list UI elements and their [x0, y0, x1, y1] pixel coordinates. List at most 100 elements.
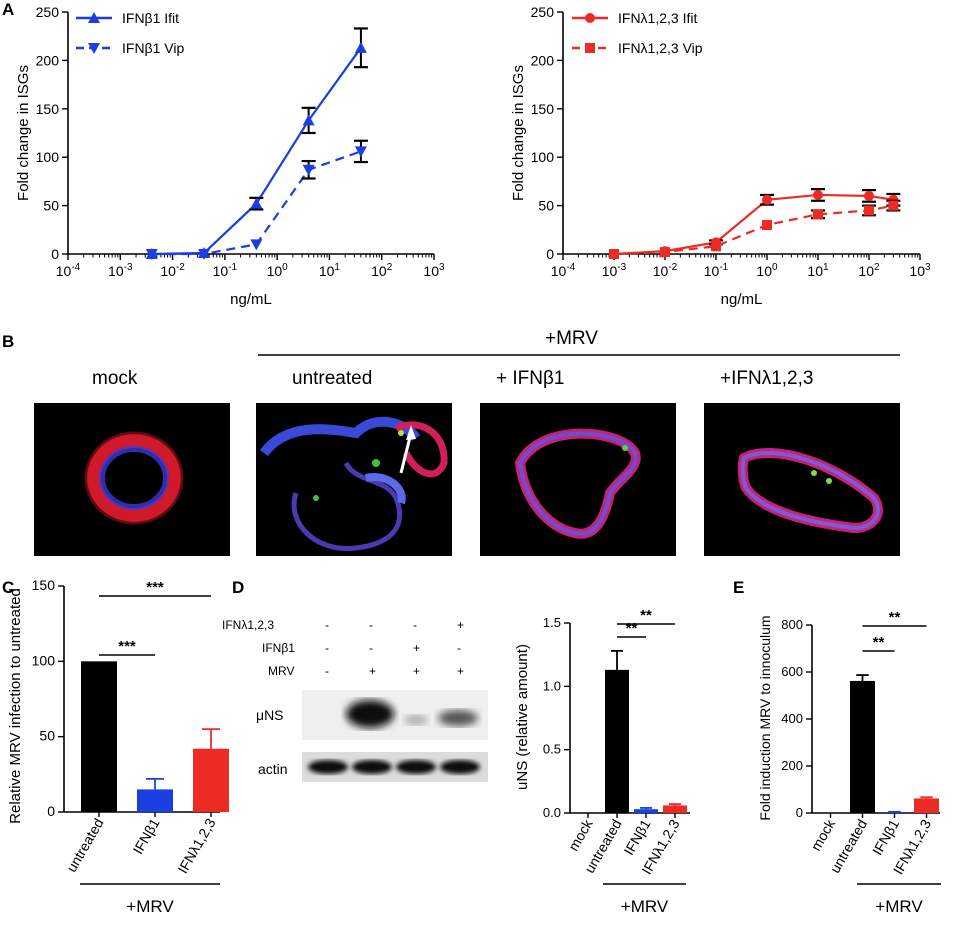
a2-y-tick-label: 100 — [531, 149, 555, 165]
a2-x-tick-label: 10-1 — [704, 262, 729, 279]
a2-point — [762, 219, 772, 230]
a1-y-tick-label: 150 — [36, 101, 60, 117]
a1-point — [302, 114, 315, 126]
a1-legend-marker — [88, 43, 100, 54]
c-bar-0 — [81, 661, 117, 812]
panel-b-group-label: +MRV — [545, 328, 598, 349]
blot-band-label-uns: μNS — [256, 707, 284, 723]
blot-row-label-ifnb1: IFNβ1 — [262, 641, 295, 655]
a2-x-tick-label: 10-4 — [551, 262, 576, 279]
panel-letter-e: E — [733, 578, 745, 597]
blot-row-label-ifnl: IFNλ1,2,3 — [222, 618, 275, 632]
d-sig-label: ** — [640, 607, 652, 624]
e-sig-label: ** — [889, 609, 901, 626]
a2-y-tick-label: 200 — [531, 52, 555, 68]
a2-legend-marker — [585, 13, 595, 23]
e-sig-label: ** — [873, 634, 885, 651]
blot-row-label-mrv: MRV — [268, 664, 295, 678]
a1-point — [250, 239, 263, 251]
panel-b-title-untreated: untreated — [292, 368, 373, 389]
blot-band-actin-ifnl — [440, 760, 480, 774]
e-y-tick-label: 600 — [781, 664, 803, 679]
a1-legend-marker — [88, 12, 100, 23]
a2-y-tick-label: 250 — [531, 4, 555, 20]
blot-sign: - — [325, 618, 329, 632]
blot-membrane-uns — [302, 690, 488, 740]
a2-point — [888, 200, 899, 211]
panel-letter-c: C — [2, 578, 15, 597]
micrograph-mock — [34, 403, 230, 556]
a2-legend-marker — [585, 43, 595, 53]
e-y-tick-label: 400 — [781, 711, 803, 726]
a2-legend-label: IFNλ1,2,3 Vip — [618, 40, 703, 56]
c-bar-2 — [193, 748, 229, 812]
blot-sign: - — [457, 641, 461, 655]
a1-y-label: Fold change in ISGs — [15, 65, 32, 201]
panel-b-title-ifnl: +IFNλ1,2,3 — [720, 368, 814, 389]
panel-letter-b: B — [2, 332, 15, 351]
micrograph-untreated — [256, 403, 452, 556]
a1-legend-label: IFNβ1 Ifit — [122, 10, 179, 26]
a1-x-tick-label: 10-4 — [56, 262, 81, 279]
panel-letter-a: A — [2, 0, 15, 19]
panel-b-title-mock: mock — [92, 368, 138, 389]
a1-x-tick-label: 101 — [319, 262, 341, 279]
a2-x-tick-label: 102 — [858, 262, 880, 279]
a1-x-tick-label: 102 — [371, 262, 393, 279]
a2-point — [864, 205, 874, 216]
a2-point — [609, 249, 619, 259]
a2-point — [660, 247, 670, 258]
a2-point — [864, 190, 874, 201]
blot-band-actin-ifnb1 — [396, 760, 436, 774]
blot-band-actin-mock — [308, 760, 348, 774]
e-x-tick-label: mock — [808, 816, 839, 854]
blot-band-actin-untreated — [352, 760, 392, 774]
a1-point — [302, 164, 315, 176]
a2-x-tick-label: 10-3 — [602, 262, 627, 279]
d-sig-label: ** — [626, 620, 638, 637]
blot-sign: + — [413, 641, 421, 655]
blot-sign: - — [369, 618, 373, 632]
d-bar-3 — [663, 805, 687, 813]
blot-sign: + — [457, 664, 465, 678]
c-y-label: Relative MRV infection to untreated — [7, 588, 24, 824]
a2-x-tick-label: 101 — [807, 262, 829, 279]
a2-point — [762, 194, 772, 205]
e-x-tick-label: IFNβ1 — [869, 816, 902, 857]
micrograph-ifnb1 — [480, 403, 676, 556]
blot-sign: - — [325, 641, 329, 655]
a1-y-tick-label: 0 — [51, 246, 59, 262]
blot-band-uns-ifnb1 — [404, 715, 428, 725]
blot-membrane-actin — [302, 752, 488, 782]
d-y-tick-label: 1.0 — [543, 678, 561, 693]
a2-point — [711, 241, 721, 252]
a2-x-label: ng/mL — [721, 291, 763, 308]
a2-point — [813, 209, 823, 220]
a1-x-tick-label: 10-2 — [160, 262, 185, 279]
c-y-tick-label: 50 — [39, 728, 55, 744]
e-y-tick-label: 800 — [781, 617, 803, 632]
e-bar-1 — [850, 680, 875, 813]
panel-letter-d: D — [232, 578, 245, 597]
blot-sign: - — [369, 641, 373, 655]
a2-y-tick-label: 150 — [531, 101, 555, 117]
d-y-label: uNS (relative amount) — [514, 644, 531, 790]
blot-band-label-actin: actin — [258, 761, 288, 777]
a2-y-tick-label: 50 — [538, 198, 554, 214]
a1-x-tick-label: 103 — [423, 262, 445, 279]
a1-legend-label: IFNβ1 Vip — [122, 40, 184, 56]
e-group-label: +MRV — [875, 897, 923, 916]
c-bar-1 — [137, 789, 173, 812]
a1-point — [198, 249, 211, 260]
c-sig-label: *** — [146, 579, 164, 596]
c-y-tick-label: 100 — [32, 652, 56, 668]
e-y-tick-label: 200 — [781, 758, 803, 773]
a2-y-tick-label: 0 — [546, 246, 554, 262]
d-y-tick-label: 0.5 — [543, 742, 561, 757]
blot-band-uns-ifnl — [438, 710, 478, 726]
